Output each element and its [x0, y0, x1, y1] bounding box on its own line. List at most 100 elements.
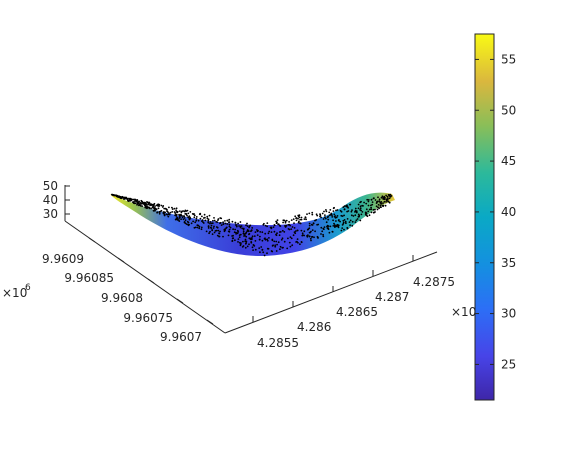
surface-dot	[346, 226, 349, 229]
surface-dot	[330, 212, 333, 215]
surface-dot	[331, 231, 334, 233]
surface-dot	[309, 237, 312, 240]
surface-dot	[153, 202, 156, 205]
surface-dot	[128, 197, 131, 200]
surface-dot	[360, 200, 362, 203]
surface-dot	[256, 229, 258, 231]
surface-patch	[110, 192, 395, 257]
surface-dot	[150, 203, 152, 205]
surface-dot	[264, 237, 266, 240]
surface-dot	[246, 245, 249, 248]
surface-dot	[332, 210, 335, 213]
surface-dot	[239, 243, 242, 246]
surface-dot	[228, 225, 231, 228]
surface-dot	[171, 211, 174, 213]
surface-dot	[367, 210, 370, 213]
surface-dot	[345, 205, 347, 207]
colorbar-fill	[474, 33, 495, 401]
surface-dot	[323, 226, 326, 229]
surface-dot	[211, 222, 214, 225]
surface-dot	[299, 222, 302, 225]
surface-dot	[300, 216, 303, 219]
surface-dot	[376, 208, 379, 211]
colorbar-tick-label: 35	[501, 256, 516, 270]
surface-dot	[292, 234, 295, 237]
surface-dot	[305, 218, 307, 221]
surface-dot	[324, 217, 327, 220]
surface-dot	[330, 213, 333, 216]
surface-dot	[333, 215, 336, 218]
y-ticks	[88, 237, 214, 325]
surface-dot	[389, 195, 392, 198]
surface-dot	[259, 235, 261, 238]
surface-dot	[333, 213, 336, 216]
surface-dot	[378, 198, 381, 201]
surface-dot	[306, 228, 309, 231]
surface-dot	[216, 234, 219, 237]
surface-dot	[141, 205, 144, 208]
surface-dot	[300, 218, 303, 221]
surface-dot	[207, 225, 210, 227]
surface-dot	[191, 213, 194, 215]
surface-dot	[270, 226, 273, 229]
surface-dot	[355, 211, 358, 214]
surface-dot	[314, 230, 316, 233]
surface-dot	[266, 247, 269, 250]
surface-dot	[254, 248, 257, 251]
surface-dot	[320, 233, 322, 235]
y-tick-label: 9.9608	[101, 291, 143, 305]
surface-dot	[242, 230, 245, 233]
surface-dot	[209, 226, 212, 229]
surface-dot	[351, 209, 353, 212]
surface-dot	[222, 223, 225, 225]
surface-dot	[126, 198, 129, 201]
surface-dot	[234, 224, 237, 226]
surface-dot	[279, 248, 281, 251]
surface-dot	[272, 226, 275, 229]
surface-dot	[187, 216, 190, 219]
surface-dot	[144, 206, 147, 209]
surface-dot	[378, 200, 381, 203]
colorbar-tick-label: 45	[501, 154, 516, 168]
surface-dot	[381, 195, 384, 198]
surface-dot	[183, 215, 186, 218]
surface-dot	[382, 196, 385, 199]
surface-dot	[293, 227, 296, 229]
surface-dot	[248, 243, 250, 246]
surface-dot	[252, 249, 255, 252]
svg-text:6: 6	[25, 283, 31, 293]
surface-dot	[207, 221, 210, 224]
surface-dot	[341, 227, 344, 230]
surface-dot	[308, 235, 311, 238]
surface-dot	[266, 239, 269, 242]
y-tick-label: 9.9607	[160, 330, 202, 344]
colorbar-tick-label: 25	[501, 357, 516, 371]
surface-dot	[218, 232, 220, 235]
surface-dot	[343, 228, 345, 231]
surface-dot	[180, 218, 183, 221]
surface-dot	[212, 219, 214, 222]
x-tick-label: 4.286	[297, 320, 331, 334]
surface-dot	[311, 211, 314, 214]
surface-dot	[243, 233, 245, 235]
surface-dot	[214, 230, 217, 232]
surface-dot	[326, 227, 329, 230]
surface-dot	[231, 240, 234, 243]
surface-dot	[157, 207, 160, 210]
surface-dot	[292, 218, 295, 221]
surface-dot	[127, 199, 129, 202]
surface-dot	[113, 194, 115, 197]
surface-dot	[361, 211, 364, 213]
surface-dot	[377, 203, 380, 206]
surface-dot	[360, 213, 363, 216]
surface-dot	[209, 222, 211, 225]
surface-dot	[195, 219, 198, 222]
surface-dot	[147, 202, 150, 205]
surface-dot	[251, 237, 253, 239]
surface-dot	[367, 199, 370, 201]
surface-dot	[218, 235, 221, 238]
surface-dot	[322, 218, 325, 220]
surface-dot	[155, 208, 158, 211]
surface-dot	[260, 246, 263, 248]
